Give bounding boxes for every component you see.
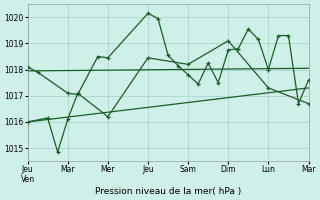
X-axis label: Pression niveau de la mer( hPa ): Pression niveau de la mer( hPa ) xyxy=(95,187,241,196)
